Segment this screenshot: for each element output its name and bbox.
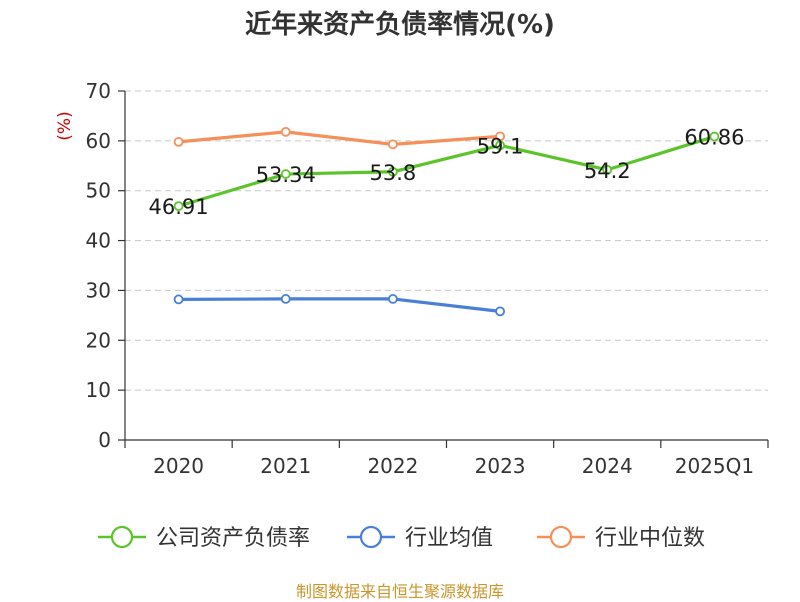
x-tick-label: 2022 [367, 454, 418, 478]
data-point [388, 166, 398, 177]
x-tick-label: 2025Q1 [675, 454, 754, 478]
series-line-0 [178, 135, 715, 208]
legend-label: 公司资产负债率 [156, 526, 310, 551]
data-point [388, 294, 398, 304]
data-point [495, 306, 505, 317]
y-axis-label: (%) [55, 111, 75, 140]
data-point [388, 139, 398, 150]
x-tick-label: 2024 [582, 454, 633, 478]
data-point [495, 140, 505, 151]
legend-item[interactable]: 行业均值 [347, 525, 493, 551]
series-line-1 [178, 297, 501, 313]
legend-marker [549, 525, 573, 549]
data-labels: 46.91 53.34 53.8 59.1 54.2 60.86 [149, 126, 745, 220]
data-point [280, 294, 291, 304]
data-label: 59.1 [477, 134, 524, 158]
y-tick-label: 10 [86, 378, 111, 402]
y-tick-label: 30 [86, 278, 111, 302]
data-label: 53.8 [370, 161, 417, 185]
data-point [495, 131, 505, 142]
data-point [280, 126, 291, 137]
legend-item[interactable]: 行业中位数 [537, 525, 705, 551]
data-point [173, 136, 184, 147]
series-line-2 [178, 130, 501, 146]
legend: 公司资产负债率 行业均值 行业中位数 [98, 525, 705, 551]
y-tick-label: 20 [86, 328, 111, 352]
x-tick-labels: 2020 2021 2022 2023 2024 2025Q1 [153, 454, 754, 478]
grid-lines [125, 90, 768, 391]
series-lines [173, 126, 720, 317]
x-tick-label: 2020 [153, 454, 204, 478]
source-note: 制图数据来自恒生聚源数据库 [295, 582, 504, 601]
data-point [709, 131, 720, 142]
y-tick-label: 40 [86, 229, 111, 253]
legend-label: 行业均值 [405, 526, 493, 551]
data-point [173, 201, 184, 212]
data-label: 60.86 [684, 126, 744, 150]
axes [118, 90, 769, 448]
data-point [602, 164, 613, 175]
legend-marker [110, 525, 134, 549]
y-tick-label: 0 [98, 428, 111, 452]
x-tick-label: 2021 [260, 454, 311, 478]
legend-item[interactable]: 公司资产负债率 [98, 525, 310, 551]
data-label: 54.2 [584, 159, 631, 183]
data-point [173, 294, 184, 305]
data-label: 53.34 [256, 163, 316, 187]
y-tick-labels: 0 10 20 30 40 50 60 70 [86, 79, 111, 452]
y-tick-label: 60 [86, 129, 111, 153]
data-label: 46.91 [149, 195, 209, 219]
legend-label: 行业中位数 [595, 526, 705, 551]
legend-marker [359, 525, 383, 549]
y-tick-label: 50 [86, 179, 111, 203]
x-tick-label: 2023 [475, 454, 526, 478]
y-tick-label: 70 [86, 79, 111, 103]
chart-title: 近年来资产负债率情况(%) [245, 10, 555, 40]
data-point [280, 169, 291, 179]
